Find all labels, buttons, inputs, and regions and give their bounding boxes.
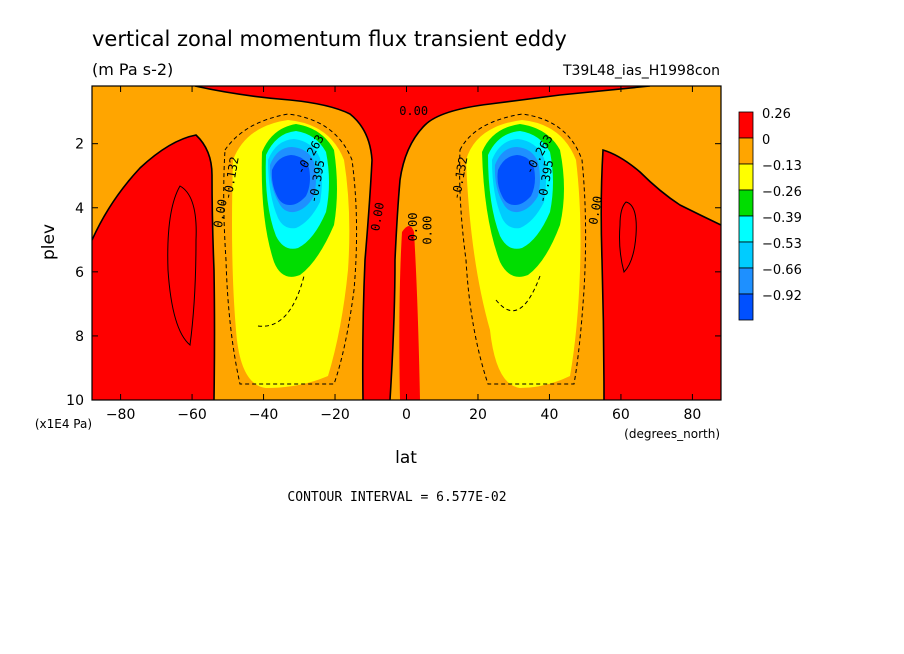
y-tick-label-2: 6 [75, 265, 84, 281]
colorbar-swatch-5 [738, 241, 754, 269]
contour-field [92, 86, 721, 400]
x-tick-label-1: −60 [177, 407, 207, 423]
colorbar-label-7: −0.92 [762, 289, 802, 304]
positive-region-south [92, 135, 215, 400]
contour-label-6: 0.00 [406, 213, 420, 242]
chart-units: (m Pa s-2) [92, 60, 173, 79]
y-axis-label: plev [39, 224, 59, 260]
colorbar-swatch-4 [738, 215, 754, 243]
contour-interval-footnote: CONTOUR INTERVAL = 6.577E-02 [287, 490, 506, 505]
colorbar-label-6: −0.66 [762, 263, 802, 278]
negative-lobe-south [232, 120, 350, 388]
chart-title: vertical zonal momentum flux transient e… [92, 27, 567, 51]
contour-label-11: 0.00 [586, 195, 605, 226]
y-axis-units: (x1E4 Pa) [35, 417, 92, 431]
x-tick-label-2: −40 [249, 407, 279, 423]
contour-label-5: 0.00 [368, 201, 387, 232]
x-tick-label-8: 80 [683, 407, 701, 423]
colorbar-swatch-2 [738, 163, 754, 191]
x-axis-label: lat [395, 448, 417, 468]
y-tick-label-4: 10 [66, 393, 84, 409]
contour-lines [92, 86, 721, 400]
colorbar-label-1: 0 [762, 133, 770, 148]
x-tick-label-4: 0 [402, 407, 411, 423]
y-axis: 2 4 6 8 10 [66, 137, 721, 409]
positive-region-equator [399, 226, 420, 400]
colorbar-label-3: −0.26 [762, 185, 802, 200]
y-tick-label-0: 2 [75, 137, 84, 153]
colorbar-swatch-6 [738, 267, 754, 295]
colorbar-label-0: 0.26 [762, 107, 791, 122]
run-label: T39L48_ias_H1998con [562, 63, 720, 79]
x-tick-label-0: −80 [106, 407, 136, 423]
positive-region-north [601, 150, 721, 400]
x-tick-label-6: 40 [541, 407, 559, 423]
colorbar-label-2: −0.13 [762, 159, 802, 174]
contour-label-0: 0.00 [399, 104, 428, 118]
colorbar-swatch-0 [738, 111, 754, 139]
contour-label-7: 0.00 [421, 216, 435, 245]
x-axis: −80 −60 −40 −20 0 20 40 60 80 [106, 86, 701, 423]
x-tick-label-7: 60 [612, 407, 630, 423]
colorbar-swatch-3 [738, 189, 754, 217]
x-tick-label-3: −20 [320, 407, 350, 423]
y-tick-label-3: 8 [75, 329, 84, 345]
negative-lobe-north [466, 120, 581, 388]
colorbar-swatch-7 [738, 293, 754, 321]
x-tick-label-5: 20 [469, 407, 487, 423]
colorbar-swatch-1 [738, 137, 754, 165]
colorbar: 0.26 0 −0.13 −0.26 −0.39 −0.53 −0.66 −0.92 [738, 107, 802, 321]
x-axis-units: (degrees_north) [624, 427, 720, 441]
y-tick-label-1: 4 [75, 201, 84, 217]
colorbar-label-5: −0.53 [762, 237, 802, 252]
contour-label-4: 0.00 [211, 198, 230, 229]
colorbar-label-4: −0.39 [762, 211, 802, 226]
